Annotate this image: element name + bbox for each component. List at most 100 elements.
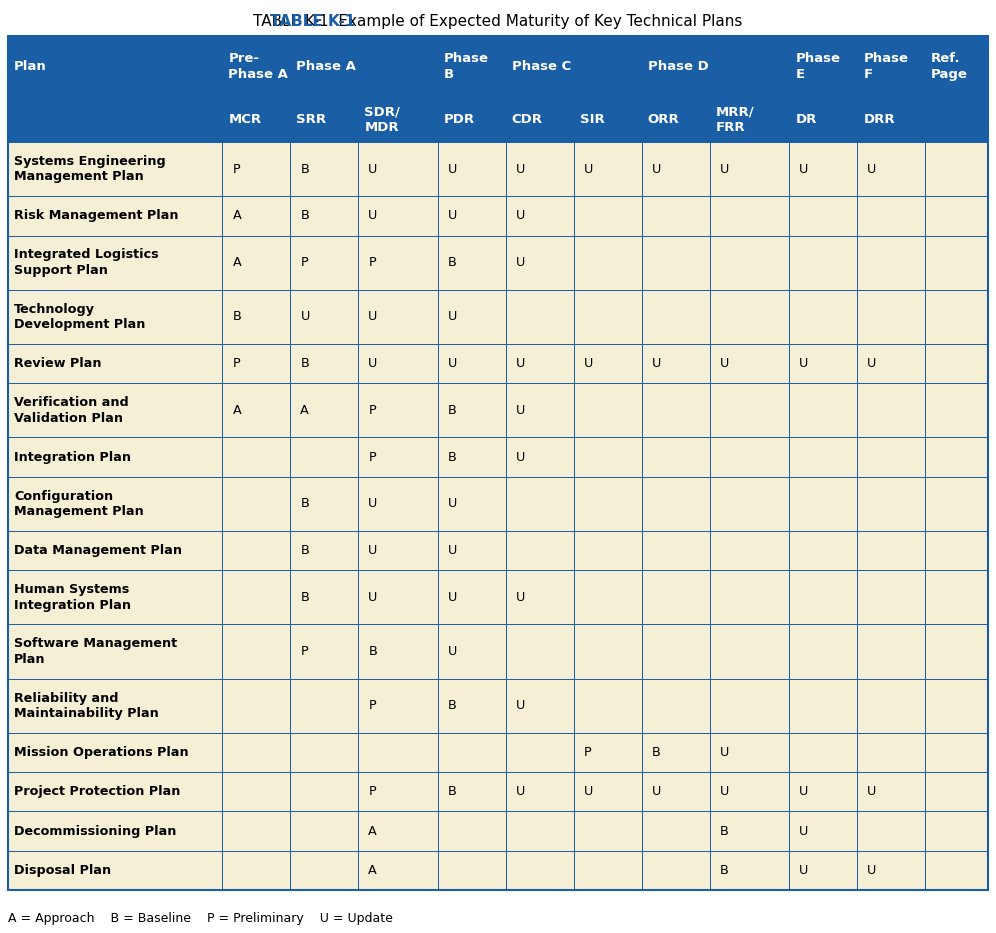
Bar xyxy=(359,624,438,678)
Bar xyxy=(506,773,574,812)
Bar xyxy=(291,290,359,344)
Bar xyxy=(710,142,789,196)
Text: ORR: ORR xyxy=(647,113,679,126)
Text: U: U xyxy=(799,825,809,838)
Bar xyxy=(222,812,291,851)
Bar xyxy=(222,235,291,290)
Bar xyxy=(925,196,988,235)
Bar xyxy=(925,142,988,196)
Text: TABLE K-1  Example of Expected Maturity of Key Technical Plans: TABLE K-1 Example of Expected Maturity o… xyxy=(253,14,743,29)
Bar xyxy=(222,196,291,235)
Bar xyxy=(858,142,925,196)
Bar xyxy=(222,732,291,773)
Bar xyxy=(359,851,438,890)
Bar xyxy=(506,531,574,570)
Bar xyxy=(789,531,858,570)
Bar xyxy=(858,383,925,438)
Bar xyxy=(858,196,925,235)
Text: B: B xyxy=(448,451,456,464)
Bar xyxy=(574,773,641,812)
Text: Plan: Plan xyxy=(14,60,47,73)
Bar xyxy=(506,570,574,624)
Bar xyxy=(291,773,359,812)
Bar xyxy=(438,624,506,678)
Text: A = Approach    B = Baseline    P = Preliminary    U = Update: A = Approach B = Baseline P = Preliminar… xyxy=(8,912,392,925)
Bar xyxy=(222,851,291,890)
Bar xyxy=(8,36,222,97)
Text: Mission Operations Plan: Mission Operations Plan xyxy=(14,746,188,759)
Text: SIR: SIR xyxy=(580,113,605,126)
Text: DR: DR xyxy=(795,113,817,126)
Bar xyxy=(291,235,359,290)
Text: B: B xyxy=(301,497,309,510)
Text: U: U xyxy=(516,209,525,222)
Text: U: U xyxy=(720,786,729,799)
Bar xyxy=(641,531,710,570)
Bar xyxy=(925,97,988,142)
Bar xyxy=(291,624,359,678)
Text: U: U xyxy=(868,357,876,370)
Bar xyxy=(641,570,710,624)
Bar xyxy=(291,477,359,531)
Text: SDR/
MDR: SDR/ MDR xyxy=(365,105,400,133)
Bar xyxy=(789,235,858,290)
Text: B: B xyxy=(720,864,728,877)
Bar xyxy=(574,851,641,890)
Text: P: P xyxy=(369,257,376,269)
Bar xyxy=(359,235,438,290)
Bar xyxy=(291,678,359,732)
Bar xyxy=(789,773,858,812)
Bar xyxy=(641,142,710,196)
Bar xyxy=(438,851,506,890)
Bar xyxy=(8,235,222,290)
Bar xyxy=(359,438,438,477)
Bar xyxy=(291,36,438,97)
Bar xyxy=(641,196,710,235)
Text: Disposal Plan: Disposal Plan xyxy=(14,864,112,877)
Bar xyxy=(925,531,988,570)
Text: U: U xyxy=(369,497,377,510)
Bar xyxy=(222,773,291,812)
Bar xyxy=(789,344,858,383)
Text: Configuration
Management Plan: Configuration Management Plan xyxy=(14,490,143,518)
Bar xyxy=(858,624,925,678)
Bar xyxy=(222,142,291,196)
Bar xyxy=(574,290,641,344)
Bar xyxy=(438,142,506,196)
Bar xyxy=(789,477,858,531)
Bar xyxy=(506,142,574,196)
Text: Verification and
Validation Plan: Verification and Validation Plan xyxy=(14,397,128,425)
Text: U: U xyxy=(584,357,594,370)
Bar xyxy=(359,773,438,812)
Text: Decommissioning Plan: Decommissioning Plan xyxy=(14,825,176,838)
Text: U: U xyxy=(720,746,729,759)
Bar xyxy=(710,477,789,531)
Bar xyxy=(574,624,641,678)
Text: P: P xyxy=(232,162,240,175)
Bar xyxy=(789,36,858,97)
Bar xyxy=(641,773,710,812)
Bar xyxy=(506,624,574,678)
Bar xyxy=(925,438,988,477)
Text: P: P xyxy=(369,699,376,712)
Text: U: U xyxy=(868,162,876,175)
Text: B: B xyxy=(448,699,456,712)
Text: Software Management
Plan: Software Management Plan xyxy=(14,637,177,666)
Text: U: U xyxy=(799,864,809,877)
Bar xyxy=(438,438,506,477)
Bar xyxy=(858,773,925,812)
Bar xyxy=(574,531,641,570)
Bar xyxy=(574,438,641,477)
Bar xyxy=(710,773,789,812)
Bar xyxy=(858,812,925,851)
Bar xyxy=(789,678,858,732)
Bar xyxy=(858,97,925,142)
Text: MCR: MCR xyxy=(228,113,262,126)
Text: U: U xyxy=(369,591,377,604)
Bar xyxy=(789,851,858,890)
Bar xyxy=(506,97,574,142)
Bar xyxy=(291,438,359,477)
Bar xyxy=(789,196,858,235)
Bar xyxy=(8,142,222,196)
Text: U: U xyxy=(369,311,377,324)
